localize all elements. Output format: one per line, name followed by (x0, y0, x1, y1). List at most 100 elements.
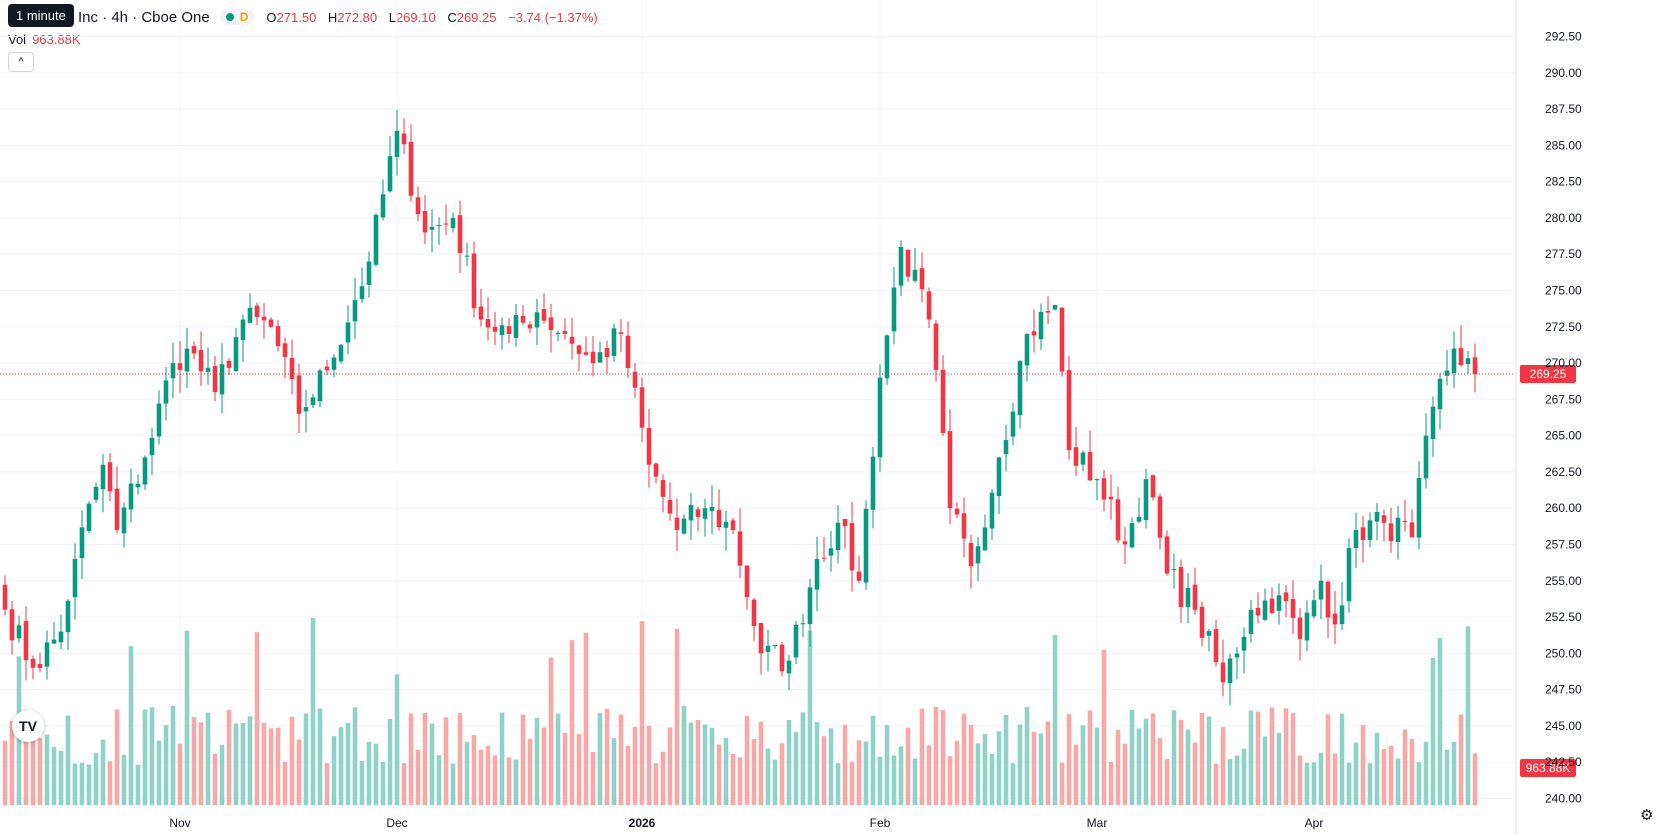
volume-label: Vol (8, 32, 27, 47)
candle-down (933, 323, 939, 370)
volume-bar (121, 754, 127, 805)
volume-bar (233, 723, 239, 805)
volume-bar (877, 756, 883, 805)
volume-bar (1332, 753, 1338, 805)
candle-up (702, 508, 708, 519)
volume-bar (135, 764, 141, 805)
volume-bar (324, 763, 330, 805)
candle-up (1430, 406, 1436, 440)
candle-down (268, 319, 274, 327)
volume-bar (128, 646, 134, 805)
volume-bar (1010, 763, 1016, 805)
candle-up (982, 527, 988, 551)
chevron-up-icon: ^ (18, 56, 24, 68)
candle-down (1122, 541, 1128, 545)
candle-down (492, 326, 498, 332)
candle-up (1080, 452, 1086, 465)
volume-bar (450, 763, 456, 805)
volume-bar (198, 722, 204, 805)
tradingview-logo-icon[interactable]: TV (12, 710, 44, 742)
candle-up (163, 380, 169, 404)
volume-bar (373, 743, 379, 805)
price-axis: 240.00 242.50 245.00 247.50 250.00 252.50 255.… (1545, 30, 1582, 806)
volume-bar (786, 719, 792, 805)
candle-up (205, 367, 211, 372)
candle-down (926, 291, 932, 320)
volume-bar (1143, 718, 1149, 805)
candle-down (1360, 527, 1366, 540)
candle-down (1101, 478, 1107, 500)
candle-up (1353, 529, 1359, 549)
candle-up (1311, 600, 1317, 617)
candle-down (541, 309, 547, 321)
candle-up (1038, 311, 1044, 340)
price-tick-label: 290.00 (1545, 66, 1582, 80)
candle-down (296, 375, 302, 414)
candle-up (1262, 600, 1268, 620)
volume-bar (1276, 732, 1282, 805)
volume-bar (247, 716, 253, 805)
volume-bar (842, 724, 848, 805)
volume-bar (107, 761, 113, 805)
gear-icon[interactable]: ⚙ (1640, 807, 1654, 824)
volume-bar (1381, 749, 1387, 805)
close-value: 269.25 (456, 9, 497, 25)
volume-bar (989, 753, 995, 805)
volume-bar (93, 752, 99, 805)
volume-bar (856, 740, 862, 805)
volume-bar (527, 738, 533, 805)
volume-bar (1472, 753, 1478, 805)
candle-up (331, 357, 337, 370)
time-tick-label: Nov (169, 816, 190, 830)
candle-up (835, 522, 841, 551)
candle-up (51, 639, 57, 644)
volume-bar (394, 674, 400, 805)
volume-bar (499, 712, 505, 805)
candle-up (373, 214, 379, 265)
candle-up (1367, 520, 1373, 540)
candle-down (275, 326, 281, 347)
candle-down (422, 211, 428, 233)
volume-bar (471, 735, 477, 805)
candle-down (282, 343, 288, 358)
volume-bar (1255, 711, 1261, 805)
candle-up (1465, 358, 1471, 365)
volume-bar (814, 722, 820, 805)
volume-bar (604, 708, 610, 805)
open-key: O (266, 9, 277, 25)
candle-up (1339, 605, 1345, 625)
volume-bar (800, 712, 806, 805)
volume-bar (289, 716, 295, 805)
market-status[interactable]: D (219, 9, 255, 25)
candle-down (856, 571, 862, 581)
candle-up (1227, 658, 1233, 684)
volume-bar (646, 726, 652, 805)
last-price-badge (1520, 364, 1576, 383)
candle-up (387, 156, 393, 192)
candle-down (324, 366, 330, 371)
volume-bar (1220, 727, 1226, 805)
candle-up (877, 377, 883, 458)
volume-bar (1458, 714, 1464, 805)
volume-bar (401, 763, 407, 805)
candle-down (254, 305, 260, 318)
candle-down (198, 349, 204, 372)
price-tick-label: 247.50 (1545, 683, 1582, 697)
volume-bar (9, 720, 15, 805)
candle-down (1108, 496, 1114, 500)
time-tick-label: Dec (386, 816, 407, 830)
volume-bar (590, 751, 596, 805)
candle-down (940, 369, 946, 434)
volume-bar (366, 741, 372, 805)
volume-bar (2, 740, 8, 805)
volume-bar (758, 721, 764, 805)
candle-up (380, 194, 386, 218)
symbol-name[interactable]: Inc · 4h · Cboe One (78, 8, 210, 26)
volume-bar (1108, 761, 1114, 805)
volume-bar (1451, 742, 1457, 805)
collapse-legend-button[interactable]: ^ (8, 52, 34, 72)
candle-down (674, 517, 680, 530)
candle-up (1003, 440, 1009, 455)
volume-bar (1227, 759, 1233, 805)
